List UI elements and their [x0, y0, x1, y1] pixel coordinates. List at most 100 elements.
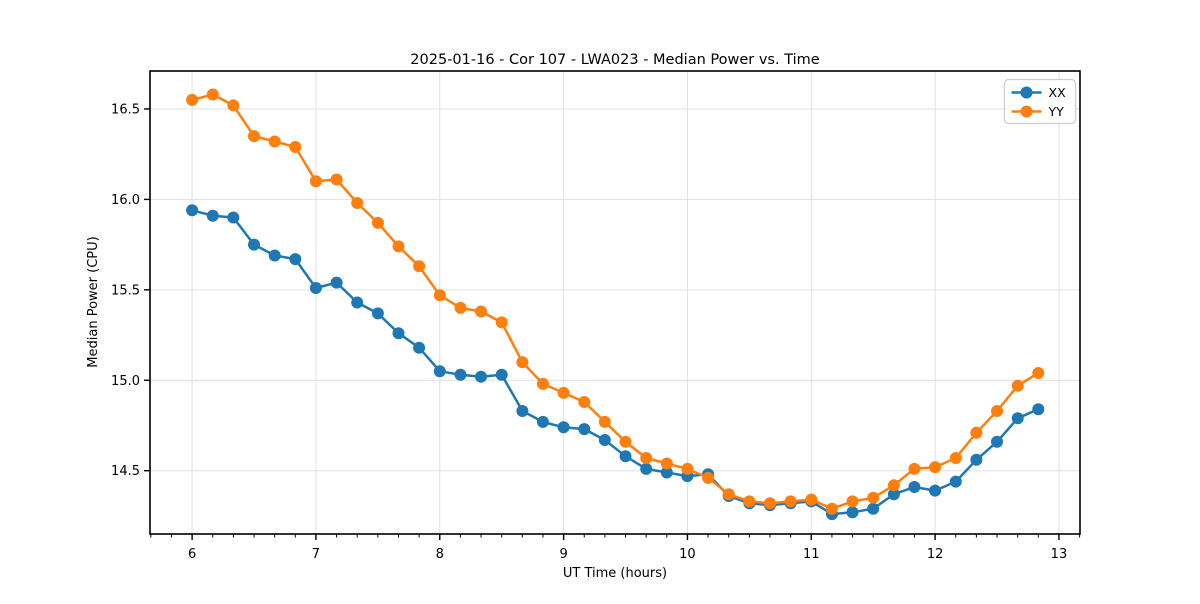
data-point-YY	[660, 457, 673, 470]
data-point-XX	[929, 484, 942, 497]
data-point-YY	[433, 289, 446, 302]
data-point-YY	[722, 488, 735, 501]
y-tick-label: 15.0	[111, 374, 140, 389]
data-point-YY	[289, 141, 302, 153]
data-point-YY	[784, 495, 797, 508]
x-tick-label: 8	[436, 547, 444, 562]
data-point-XX	[619, 450, 632, 463]
gridlines	[150, 71, 1080, 534]
data-point-XX	[309, 282, 322, 294]
data-point-XX	[598, 434, 611, 446]
data-point-XX	[640, 462, 653, 475]
data-point-XX	[908, 481, 921, 493]
y-tick-label: 14.5	[111, 464, 140, 479]
data-point-XX	[536, 415, 549, 428]
data-point-XX	[867, 502, 880, 515]
data-point-XX	[227, 211, 240, 224]
data-point-XX	[433, 365, 446, 378]
data-point-XX	[248, 238, 260, 251]
data-point-YY	[1032, 367, 1045, 379]
data-point-YY	[826, 502, 838, 515]
data-point-YY	[640, 452, 653, 464]
data-point-YY	[495, 316, 508, 329]
data-point-YY	[578, 396, 591, 408]
data-point-YY	[454, 301, 467, 314]
data-point-XX	[887, 488, 900, 501]
data-point-YY	[908, 462, 921, 475]
legend-label-XX: XX	[1049, 85, 1067, 100]
x-tick-label: 12	[927, 547, 944, 562]
data-point-XX	[970, 453, 983, 466]
data-point-XX	[516, 405, 529, 417]
data-point-YY	[206, 88, 219, 101]
data-point-YY	[536, 377, 549, 390]
data-point-XX	[454, 368, 467, 381]
data-point-YY	[743, 495, 756, 508]
data-point-YY	[805, 493, 818, 506]
x-tick-label: 7	[312, 547, 320, 562]
data-point-YY	[598, 415, 611, 428]
plot-border	[149, 70, 1081, 535]
data-series	[186, 88, 1045, 521]
data-point-XX	[846, 506, 859, 519]
data-point-YY	[949, 452, 962, 464]
x-axis-label: UT Time (hours)	[563, 566, 667, 581]
y-tick-label: 16.0	[111, 193, 140, 208]
data-point-XX	[186, 204, 199, 217]
data-point-YY	[309, 175, 322, 188]
legend-sample-marker-XX	[1020, 86, 1033, 99]
data-point-XX	[289, 253, 302, 266]
x-tick-label: 11	[803, 547, 820, 562]
data-point-YY	[371, 216, 384, 229]
data-point-XX	[206, 209, 219, 222]
data-point-XX	[371, 307, 384, 320]
data-point-YY	[1011, 379, 1024, 392]
data-point-YY	[702, 471, 715, 484]
data-point-YY	[268, 135, 281, 148]
data-point-XX	[578, 423, 591, 436]
legend: XX YY	[1003, 78, 1077, 125]
data-point-YY	[619, 435, 632, 448]
data-point-YY	[991, 405, 1003, 417]
data-point-XX	[1032, 403, 1045, 416]
data-point-YY	[846, 495, 859, 508]
data-point-YY	[867, 491, 880, 504]
data-point-YY	[186, 93, 199, 106]
data-point-YY	[392, 240, 405, 253]
data-point-XX	[351, 296, 364, 309]
x-tick-label: 6	[188, 547, 196, 562]
data-point-YY	[970, 426, 983, 439]
y-tick-label: 15.5	[111, 283, 140, 298]
data-point-YY	[681, 462, 694, 475]
data-point-XX	[660, 466, 673, 479]
data-point-YY	[248, 130, 260, 143]
x-tick-label: 13	[1051, 547, 1068, 562]
data-point-XX	[1011, 412, 1024, 425]
data-point-YY	[764, 497, 776, 510]
data-point-YY	[227, 99, 240, 112]
data-point-XX	[495, 368, 508, 381]
data-point-YY	[475, 305, 487, 318]
chart-title: 2025-01-16 - Cor 107 - LWA023 - Median P…	[410, 52, 819, 68]
legend-sample-marker-YY	[1020, 105, 1033, 118]
y-tick-label: 16.5	[111, 102, 140, 117]
data-point-YY	[351, 197, 364, 209]
data-point-XX	[392, 327, 405, 340]
data-point-YY	[887, 479, 900, 492]
data-point-XX	[268, 249, 281, 262]
data-point-XX	[330, 276, 343, 289]
data-point-YY	[516, 356, 529, 369]
data-point-XX	[949, 475, 962, 488]
x-tick-label: 10	[679, 547, 696, 562]
data-point-YY	[929, 461, 942, 474]
axis-ticks: 6 7 8 9 10 11 12 13 14.5 15.0 15.5 16.0 16.5	[111, 102, 1081, 562]
legend-label-YY: YY	[1048, 104, 1065, 119]
data-point-YY	[330, 173, 343, 186]
data-point-XX	[557, 421, 570, 434]
data-point-YY	[413, 260, 426, 273]
x-tick-label: 9	[559, 547, 567, 562]
data-point-XX	[475, 370, 487, 383]
y-axis-label: Median Power (CPU)	[86, 236, 101, 367]
